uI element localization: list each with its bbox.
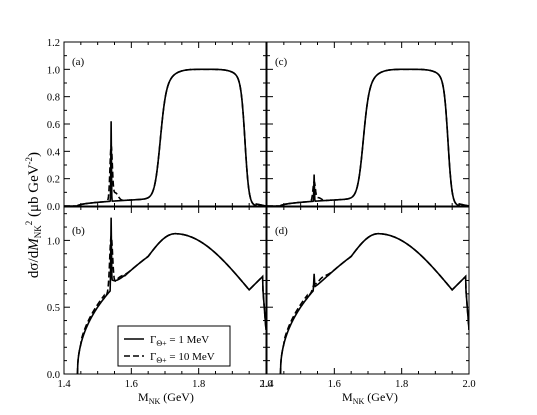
x-axis-label-left: MNK (GeV) [138,390,194,406]
series-line-solid [267,68,469,206]
y-tick-label: 0.6 [47,120,60,131]
legend: ΓΘ+ = 1 MeV ΓΘ+ = 10 MeV [117,325,231,367]
x-tick-label: 1.6 [125,379,138,390]
panel-d: 1.4 1.6 1.8 2.0 (d) [260,206,476,390]
y-axis-label: dσ/dMNK2 (μb GeV-2) [24,152,43,278]
panel-frame [63,41,267,207]
x-tick-label: 1.6 [328,379,341,390]
series-line-solid [64,68,266,206]
x-tick-label: 2.0 [462,379,475,390]
x-axis-label-right: MNK (GeV) [342,390,398,406]
panel-label: (a) [72,56,85,68]
x-tick-label: 1.4 [57,379,71,390]
y-tick-label: 0.4 [47,147,61,158]
panel-c: (c) [266,41,470,207]
legend-entry: ΓΘ+ = 1 MeV [150,334,209,348]
y-tick-label: 1.0 [47,65,60,76]
panel-label: (d) [275,225,288,237]
panel-frame [266,206,470,375]
series-line-dashed [64,68,266,206]
x-tick-label: 1.8 [395,379,408,390]
series-line-dashed [76,232,266,374]
series-line-solid [279,232,469,374]
panel-label: (c) [275,56,288,68]
panel-a: 0.0 0.2 0.4 0.6 0.8 1.0 1.2 (a) [47,38,267,213]
y-tick-label: 0.8 [47,93,60,104]
legend-entry: ΓΘ+ = 10 MeV [150,351,215,365]
y-tick-label: 1.2 [47,38,60,49]
x-tick-label: 1.4 [260,379,274,390]
y-tick-label: 0.0 [47,202,60,213]
panel-label: (b) [72,225,85,237]
y-tick-label: 0.5 [47,303,60,314]
y-tick-label: 0.0 [47,370,60,381]
y-tick-label: 0.2 [47,175,60,186]
x-tick-label: 1.8 [192,379,205,390]
x-tick-label: 2.0 [259,379,272,390]
series-line-dashed [279,232,469,374]
series-line-dashed [267,68,469,206]
y-tick-label: 1.0 [47,236,60,247]
panel-frame [266,41,470,207]
legend-box [117,325,231,367]
